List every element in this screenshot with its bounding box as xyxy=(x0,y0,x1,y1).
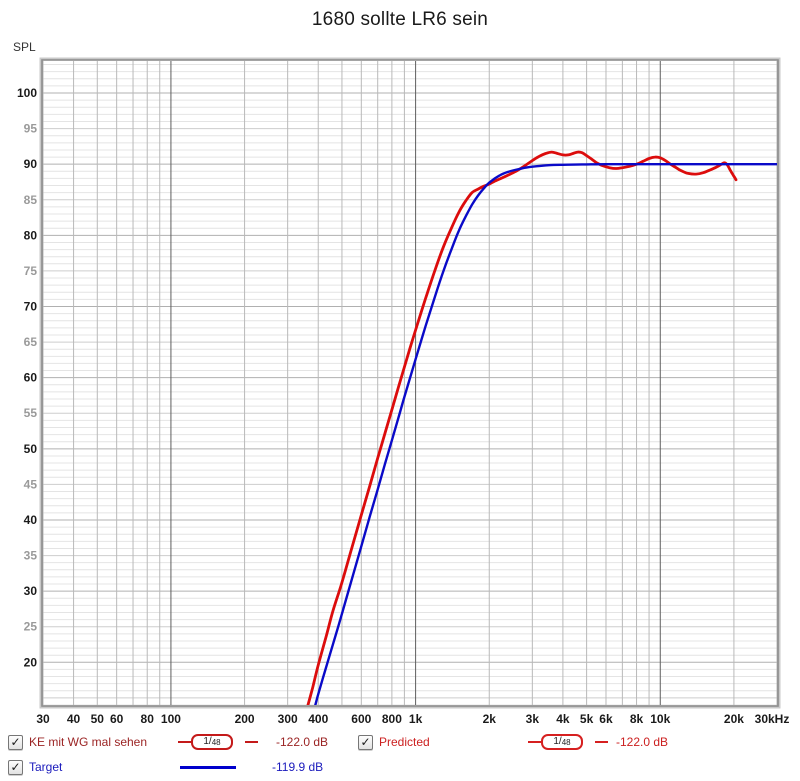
x-tick-label: 5k xyxy=(580,712,594,726)
check-icon: ✓ xyxy=(10,735,21,749)
x-tick-label: 600 xyxy=(351,712,371,726)
x-tick-label: 10k xyxy=(650,712,670,726)
x-tick-label: 8k xyxy=(630,712,644,726)
x-tick-label: 400 xyxy=(308,712,328,726)
x-tick-label: 50 xyxy=(91,712,105,726)
y-tick-label: 90 xyxy=(24,157,38,171)
x-tick-label: 200 xyxy=(235,712,255,726)
y-tick-label: 25 xyxy=(24,620,38,634)
legend-entry-predicted: ✓ Predicted 1/48 -122.0 dB xyxy=(350,734,800,752)
x-tick-label: 80 xyxy=(141,712,155,726)
y-tick-label: 75 xyxy=(24,264,38,278)
measurement-label: KE mit WG mal sehen xyxy=(29,735,148,749)
curve-target xyxy=(314,162,777,705)
y-tick-label: 60 xyxy=(24,371,38,385)
chart-title: 1680 sollte LR6 sein xyxy=(311,9,489,30)
x-tick-label: 100 xyxy=(161,712,181,726)
y-tick-label: 20 xyxy=(24,655,38,669)
y-tick-label: 70 xyxy=(24,300,38,314)
x-tick-label: 4k xyxy=(556,712,570,726)
y-tick-label: 65 xyxy=(24,335,38,349)
y-tick-label: 45 xyxy=(24,477,38,491)
target-level-value: -119.9 dB xyxy=(272,760,324,774)
y-tick-label: 35 xyxy=(24,549,38,563)
y-axis-title: SPL xyxy=(13,40,36,54)
x-axis-tick-labels: 30 40 50 60 80 100 200 300 400 600 800 1k 2k 3k 4k 5k 6k… xyxy=(36,712,789,726)
x-tick-label: 30 xyxy=(36,712,50,726)
legend: ✓ KE mit WG mal sehen 1/48 -122.0 dB ✓ P… xyxy=(0,728,800,781)
check-icon: ✓ xyxy=(10,760,21,774)
predicted-label: Predicted xyxy=(379,735,430,749)
grid-lines xyxy=(42,61,778,706)
x-tick-label: 1k xyxy=(409,712,423,726)
x-tick-label: 60 xyxy=(110,712,124,726)
plot-frame-outer xyxy=(39,57,781,709)
predicted-checkbox[interactable]: ✓ xyxy=(358,735,373,750)
x-tick-label: 3k xyxy=(526,712,540,726)
legend-entry-measurement: ✓ KE mit WG mal sehen 1/48 -122.0 dB xyxy=(0,734,400,752)
x-tick-label: 2k xyxy=(483,712,497,726)
y-tick-label: 95 xyxy=(24,122,38,136)
y-axis-tick-labels: 20 25 30 35 40 45 50 55 60 65 70 75 80 85 90 95 100 xyxy=(17,86,37,669)
y-tick-label: 30 xyxy=(24,584,38,598)
y-tick-label: 85 xyxy=(24,193,38,207)
target-checkbox[interactable]: ✓ xyxy=(8,760,23,775)
predicted-level-value: -122.0 dB xyxy=(616,735,669,749)
y-tick-label: 100 xyxy=(17,86,37,100)
measurement-checkbox[interactable]: ✓ xyxy=(8,735,23,750)
x-tick-label: 20k xyxy=(724,712,744,726)
y-tick-label: 80 xyxy=(24,228,38,242)
x-tick-label: 800 xyxy=(382,712,402,726)
legend-entry-target: ✓ Target -119.9 dB xyxy=(0,759,400,777)
x-tick-label: 6k xyxy=(599,712,613,726)
target-line-sample xyxy=(180,766,236,769)
measurement-level-value: -122.0 dB xyxy=(276,735,329,749)
y-tick-label: 50 xyxy=(24,442,38,456)
curves xyxy=(306,150,777,705)
x-tick-label: 300 xyxy=(278,712,298,726)
target-label: Target xyxy=(29,760,63,774)
y-tick-label: 55 xyxy=(24,406,38,420)
check-icon: ✓ xyxy=(360,735,371,749)
plot-frame xyxy=(41,59,779,707)
x-tick-label: 40 xyxy=(67,712,81,726)
x-tick-label: 30kHz xyxy=(755,712,790,726)
y-tick-label: 40 xyxy=(24,513,38,527)
curve-ke-mit-wg-mal-sehen xyxy=(306,150,738,705)
